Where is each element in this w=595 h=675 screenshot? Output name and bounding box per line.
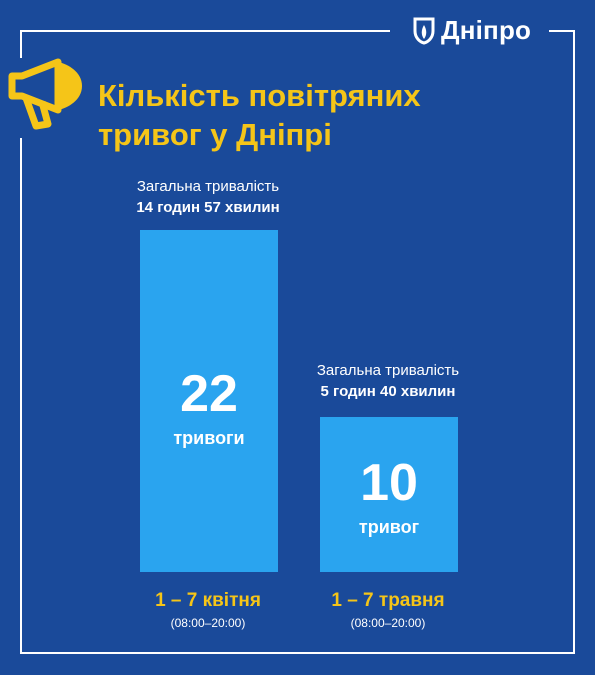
bar-april: 22 тривоги [140, 230, 278, 572]
duration-caption: Загальна тривалість [316, 362, 460, 379]
bar-may: 10 тривог [320, 417, 458, 572]
duration-label-1: Загальна тривалість 14 годин 57 хвилин [108, 176, 308, 218]
page-title: Кількість повітряних тривог у Дніпрі [98, 76, 421, 154]
bar-value-label: 10 [360, 454, 418, 512]
frame-top-left [20, 30, 390, 32]
megaphone-icon [8, 58, 82, 130]
duration-value: 5 годин 40 хвилин [320, 383, 456, 400]
frame-right [573, 30, 575, 654]
brand-name: Дніпро [441, 15, 532, 45]
brand-logo: Дніпро [413, 15, 531, 46]
dnipro-logo-icon [413, 17, 435, 45]
frame-left-upper [20, 30, 22, 58]
bar-value-label: 22 [180, 365, 238, 423]
time-range-april: (08:00–20:00) [170, 616, 246, 630]
frame-bottom [20, 652, 575, 654]
title-line-2: тривог у Дніпрі [98, 117, 332, 152]
frame-top-right [549, 30, 575, 32]
duration-label-2: Загальна тривалість 5 годин 40 хвилин [288, 360, 488, 402]
duration-caption: Загальна тривалість [136, 178, 280, 195]
frame-left-lower [20, 138, 22, 654]
category-label-april: 1 – 7 квітня [155, 590, 261, 611]
category-label-may: 1 – 7 травня [331, 590, 445, 611]
bar-unit-label: тривог [358, 517, 420, 537]
time-range-may: (08:00–20:00) [350, 616, 426, 630]
title-line-1: Кількість повітряних [98, 78, 421, 113]
bar-unit-label: тривоги [173, 428, 245, 448]
duration-value: 14 годин 57 хвилин [136, 199, 280, 216]
